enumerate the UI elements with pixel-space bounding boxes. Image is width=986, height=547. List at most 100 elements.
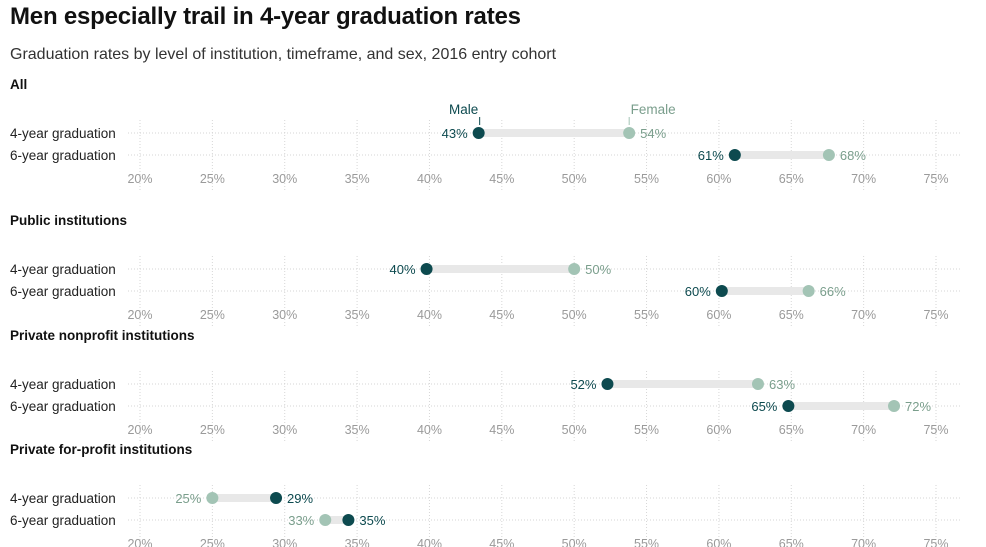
x-tick-label: 75% — [923, 537, 948, 547]
x-tick-label: 35% — [345, 308, 370, 322]
female-dot — [568, 263, 581, 275]
female-value-label: 50% — [585, 262, 611, 277]
male-dot — [728, 149, 741, 161]
x-tick-label: 55% — [634, 537, 659, 547]
male-dot — [420, 263, 433, 275]
x-tick-label: 70% — [851, 537, 876, 547]
x-tick-label: 70% — [851, 172, 876, 186]
male-dot — [472, 127, 485, 139]
x-tick-label: 75% — [923, 172, 948, 186]
male-dot — [782, 400, 795, 412]
panel-title: All — [10, 77, 27, 92]
x-tick-label: 50% — [562, 172, 587, 186]
x-tick-label: 65% — [779, 537, 804, 547]
male-dot — [715, 285, 728, 297]
x-tick-label: 75% — [923, 308, 948, 322]
x-tick-label: 55% — [634, 423, 659, 437]
x-tick-label: 30% — [272, 308, 297, 322]
range-bar — [607, 380, 758, 388]
x-tick-label: 55% — [634, 308, 659, 322]
x-tick-label: 20% — [127, 537, 152, 547]
x-tick-label: 35% — [345, 423, 370, 437]
x-tick-label: 45% — [489, 308, 514, 322]
male-value-label: 29% — [287, 491, 313, 506]
range-bar — [788, 402, 895, 410]
range-bar — [478, 129, 630, 137]
female-value-label: 66% — [820, 284, 846, 299]
panel-0: All 20% 25% 30% 35% 40% 45% 50% 55% 60% 65% 70% 75% M… — [10, 77, 961, 190]
x-tick-label: 60% — [706, 308, 731, 322]
x-tick-label: 25% — [200, 537, 225, 547]
x-tick-label: 50% — [562, 423, 587, 437]
panel-2: Private nonprofit institutions 20% 25% 30% 3… — [10, 328, 961, 441]
row-label: 6-year graduation — [10, 513, 116, 528]
legend-male: Male — [449, 102, 478, 117]
panel-title: Private nonprofit institutions — [10, 328, 195, 343]
range-bar — [734, 151, 829, 159]
x-tick-label: 25% — [200, 308, 225, 322]
x-tick-label: 40% — [417, 423, 442, 437]
x-tick-label: 30% — [272, 172, 297, 186]
x-tick-label: 40% — [417, 308, 442, 322]
range-bar — [212, 494, 277, 502]
range-bar — [325, 516, 349, 524]
male-dot — [601, 378, 614, 390]
row-label: 6-year graduation — [10, 399, 116, 414]
x-tick-label: 30% — [272, 423, 297, 437]
female-value-label: 72% — [905, 399, 931, 414]
x-tick-label: 45% — [489, 423, 514, 437]
panel-1: Public institutions 20% 25% 30% 35% 40% 45% 50%… — [10, 213, 961, 326]
male-value-label: 43% — [442, 126, 468, 141]
x-tick-label: 35% — [345, 172, 370, 186]
x-tick-label: 40% — [417, 537, 442, 547]
x-tick-label: 60% — [706, 423, 731, 437]
female-dot — [319, 514, 332, 526]
female-value-label: 54% — [640, 126, 666, 141]
range-bar — [721, 287, 809, 295]
range-bar — [426, 265, 575, 273]
x-tick-label: 45% — [489, 537, 514, 547]
x-tick-label: 35% — [345, 537, 370, 547]
panel-3: Private for-profit institutions 20% 25% 30%… — [10, 442, 961, 547]
male-dot — [270, 492, 283, 504]
x-tick-label: 55% — [634, 172, 659, 186]
male-value-label: 60% — [685, 284, 711, 299]
x-tick-label: 30% — [272, 537, 297, 547]
x-tick-label: 25% — [200, 172, 225, 186]
female-dot — [623, 127, 636, 139]
x-tick-label: 20% — [127, 308, 152, 322]
row-label: 6-year graduation — [10, 148, 116, 163]
row-label: 4-year graduation — [10, 491, 116, 506]
row-label: 4-year graduation — [10, 377, 116, 392]
male-value-label: 52% — [570, 377, 596, 392]
x-tick-label: 50% — [562, 537, 587, 547]
x-tick-label: 65% — [779, 308, 804, 322]
x-tick-label: 70% — [851, 423, 876, 437]
female-dot — [802, 285, 815, 297]
female-dot — [822, 149, 835, 161]
x-tick-label: 20% — [127, 423, 152, 437]
x-tick-label: 50% — [562, 308, 587, 322]
female-value-label: 25% — [175, 491, 201, 506]
x-tick-label: 75% — [923, 423, 948, 437]
chart-title: Men especially trail in 4-year graduatio… — [10, 3, 521, 30]
male-value-label: 61% — [698, 148, 724, 163]
female-dot — [206, 492, 219, 504]
x-tick-label: 70% — [851, 308, 876, 322]
x-tick-label: 65% — [779, 423, 804, 437]
male-value-label: 35% — [359, 513, 385, 528]
panel-title: Public institutions — [10, 213, 127, 228]
female-dot — [751, 378, 764, 390]
x-tick-label: 65% — [779, 172, 804, 186]
male-dot — [342, 514, 355, 526]
male-value-label: 65% — [751, 399, 777, 414]
row-label: 4-year graduation — [10, 262, 116, 277]
legend-female: Female — [631, 102, 676, 117]
female-value-label: 63% — [769, 377, 795, 392]
female-dot — [888, 400, 901, 412]
row-label: 4-year graduation — [10, 126, 116, 141]
row-label: 6-year graduation — [10, 284, 116, 299]
panel-title: Private for-profit institutions — [10, 442, 192, 457]
x-tick-label: 60% — [706, 172, 731, 186]
x-tick-label: 45% — [489, 172, 514, 186]
